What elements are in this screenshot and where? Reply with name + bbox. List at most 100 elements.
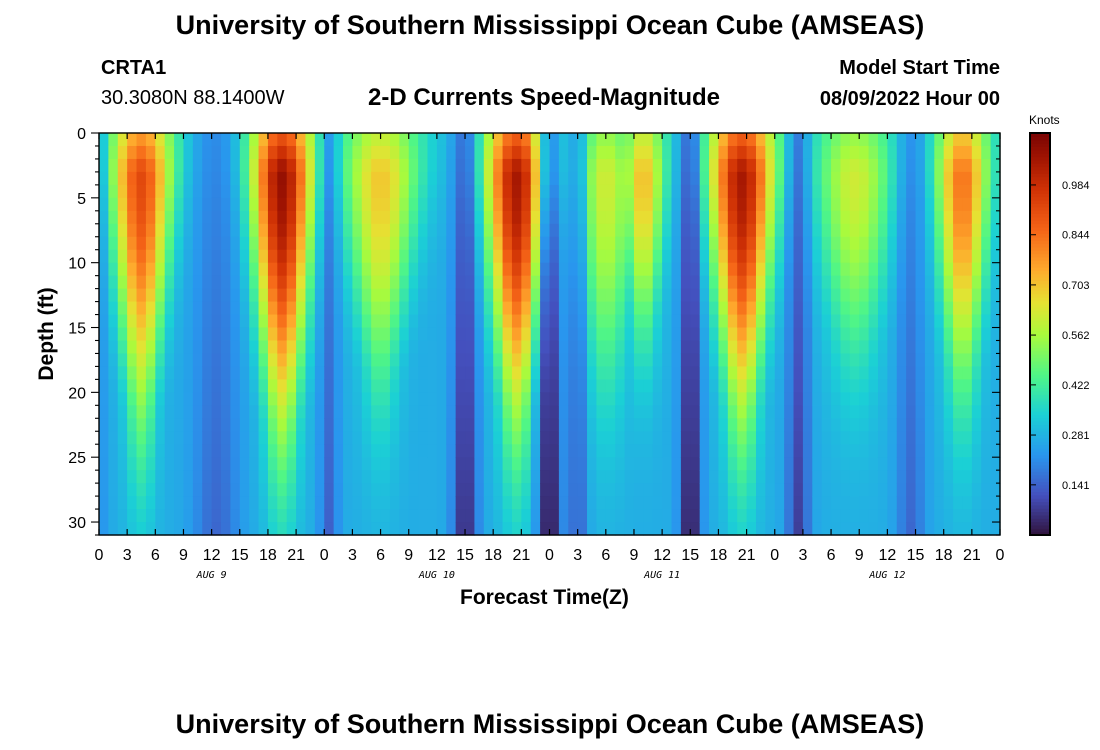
heatmap-cell — [455, 158, 466, 173]
heatmap-cell — [418, 184, 429, 199]
heatmap-cell — [361, 210, 372, 225]
heatmap-cell — [727, 262, 738, 277]
heatmap-cell — [99, 210, 109, 225]
heatmap-cell — [99, 262, 109, 277]
colorbar-segment — [1030, 524, 1050, 529]
heatmap-cell — [333, 470, 344, 484]
heatmap-cell — [802, 301, 813, 316]
heatmap-cell — [971, 145, 982, 160]
heatmap-cell — [164, 145, 175, 160]
heatmap-cell — [183, 405, 194, 419]
heatmap-cell — [868, 223, 879, 238]
heatmap-cell — [596, 223, 607, 238]
heatmap-cell — [831, 314, 842, 329]
heatmap-cell — [587, 210, 598, 225]
heatmap-cell — [296, 327, 307, 342]
heatmap-cell — [277, 457, 288, 471]
heatmap-cell — [671, 405, 682, 419]
heatmap-cells — [99, 133, 1001, 536]
heatmap-cell — [877, 379, 888, 393]
heatmap-cell — [709, 457, 720, 471]
heatmap-cell — [145, 184, 156, 199]
heatmap-cell — [953, 392, 964, 406]
heatmap-cell — [371, 431, 382, 445]
heatmap-cell — [765, 353, 776, 368]
heatmap-cell — [352, 210, 363, 225]
heatmap-cell — [718, 158, 729, 173]
heatmap-cell — [333, 158, 344, 173]
heatmap-cell — [859, 366, 870, 380]
heatmap-cell — [802, 483, 813, 497]
heatmap-cell — [802, 418, 813, 432]
heatmap-cell — [296, 145, 307, 160]
x-tick-label: 21 — [512, 547, 530, 564]
heatmap-cell — [455, 392, 466, 406]
heatmap-cell — [202, 158, 213, 173]
heatmap-cell — [540, 444, 551, 458]
heatmap-cell — [521, 223, 532, 238]
heatmap-cell — [239, 210, 250, 225]
heatmap-cell — [896, 171, 907, 186]
heatmap-cell — [380, 288, 391, 303]
heatmap-cell — [849, 301, 860, 316]
heatmap-cell — [624, 431, 635, 445]
heatmap-cell — [953, 171, 964, 186]
heatmap-cell — [183, 353, 194, 368]
heatmap-cell — [718, 184, 729, 199]
heatmap-cell — [192, 405, 203, 419]
heatmap-cell — [164, 275, 175, 290]
heatmap-cell — [906, 509, 917, 523]
heatmap-cell — [436, 314, 447, 329]
heatmap-cell — [493, 483, 504, 497]
heatmap-cell — [493, 405, 504, 419]
heatmap-cell — [521, 392, 532, 406]
heatmap-cell — [755, 444, 766, 458]
heatmap-cell — [605, 470, 616, 484]
heatmap-cell — [831, 457, 842, 471]
heatmap-cell — [943, 340, 954, 355]
heatmap-cell — [943, 457, 954, 471]
heatmap-cell — [258, 133, 269, 147]
heatmap-cell — [286, 301, 297, 316]
heatmap-cell — [906, 431, 917, 445]
y-tick-label: 0 — [77, 126, 86, 143]
heatmap-cell — [446, 236, 457, 251]
colorbar-segment — [1030, 357, 1050, 362]
heatmap-cell — [427, 158, 438, 173]
heatmap-cell — [924, 509, 935, 523]
heatmap-cell — [465, 366, 476, 380]
heatmap-cell — [249, 210, 260, 225]
heatmap-cell — [380, 405, 391, 419]
heatmap-cell — [333, 483, 344, 497]
heatmap-cell — [699, 314, 710, 329]
heatmap-cell — [436, 158, 447, 173]
heatmap-cell — [296, 470, 307, 484]
heatmap-cell — [868, 496, 879, 510]
heatmap-cell — [192, 275, 203, 290]
colorbar-segment — [1030, 327, 1050, 332]
heatmap-cell — [859, 522, 870, 536]
heatmap-cell — [981, 236, 992, 251]
heatmap-cell — [145, 145, 156, 160]
heatmap-cell — [174, 470, 185, 484]
heatmap-cell — [192, 158, 203, 173]
heatmap-cell — [709, 379, 720, 393]
heatmap-cell — [127, 184, 138, 199]
heatmap-cell — [221, 145, 231, 160]
heatmap-cell — [221, 288, 231, 303]
heatmap-cell — [493, 379, 504, 393]
heatmap-cell — [802, 366, 813, 380]
heatmap-cell — [981, 509, 992, 523]
heatmap-cell — [784, 366, 795, 380]
colorbar-segment — [1030, 434, 1050, 439]
heatmap-cell — [239, 327, 250, 342]
heatmap-cell — [474, 379, 485, 393]
heatmap-cell — [361, 145, 372, 160]
heatmap-cell — [418, 158, 429, 173]
heatmap-cell — [465, 522, 476, 536]
heatmap-cell — [314, 314, 325, 329]
heatmap-cell — [784, 288, 795, 303]
heatmap-cell — [831, 223, 842, 238]
heatmap-cell — [896, 223, 907, 238]
heatmap-cell — [249, 171, 260, 186]
